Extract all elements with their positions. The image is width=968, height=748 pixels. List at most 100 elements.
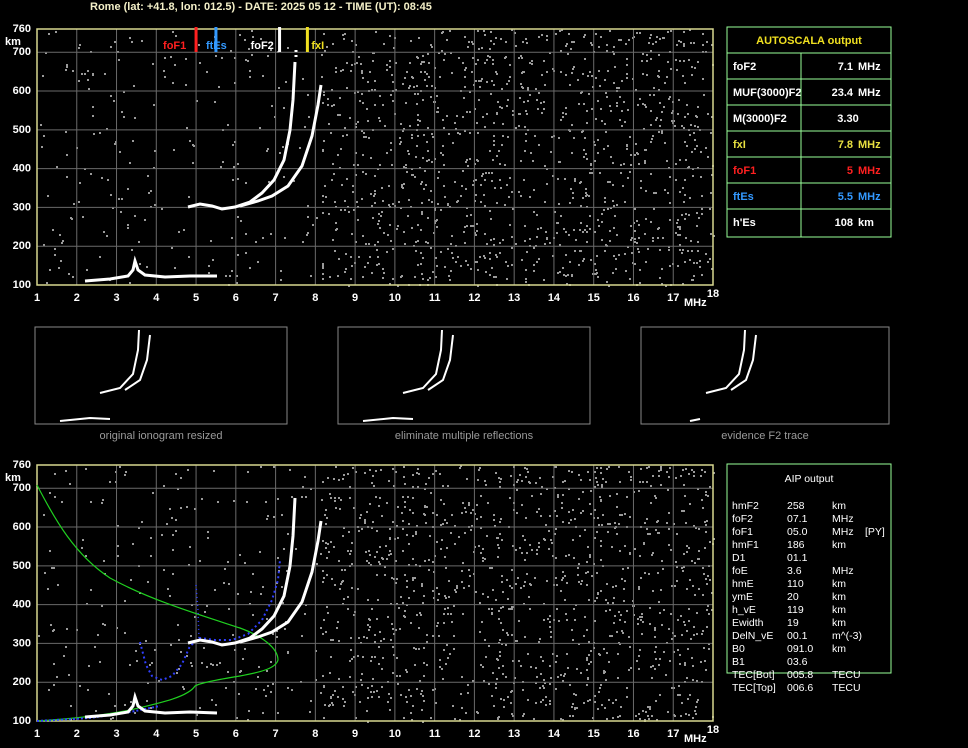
aip-unit: km [832,500,846,512]
table-frame [726,26,892,238]
thumbnail-caption: original ionogram resized [100,430,223,442]
x-tick-label: 15 [588,292,600,304]
top-traces [84,50,323,283]
x-tick-label: 9 [352,292,358,304]
thumb-trace [689,329,757,422]
row-label: ftEs [733,191,754,203]
x-tick-label: 4 [153,728,160,740]
row-unit: MHz [858,87,881,99]
thumbnail-caption: eliminate multiple reflections [395,430,534,442]
table-title: AUTOSCALA output [756,35,862,47]
marker-label: ftEs [206,40,227,52]
y-tick-label: 200 [13,240,31,252]
row-value: 108 [835,217,853,229]
aip-value: 258 [787,500,805,512]
thumbnails: original ionogram resized eliminate mult… [34,326,890,442]
row-unit: MHz [858,139,881,151]
plot-frame [36,464,714,722]
aip-value: 005.8 [787,669,813,681]
aip-label: TEC[Top] [732,682,776,694]
x-tick-label: 13 [508,728,520,740]
y-tick-label: 100 [13,715,31,727]
aip-unit: TECU [832,682,861,694]
autoscala-table: AUTOSCALA output foF2 7.1 MHz MUF(3000)F2 23… [726,26,892,238]
aip-value: 119 [787,604,804,616]
x-tick-label: 11 [429,292,441,304]
y-tick-label: 400 [13,599,31,611]
row-label: foF2 [733,61,756,73]
table-title: AIP output [785,473,834,485]
aip-value: 3.6 [787,565,802,577]
x-tick-label: 18 [707,288,719,300]
y-tick-label: 400 [13,163,31,175]
x-tick-label: 10 [389,292,401,304]
x-tick-label: 16 [627,292,639,304]
x-tick-label: 14 [548,292,561,304]
x-tick-label: 14 [548,728,561,740]
row-unit: MHz [858,191,881,203]
x-tick-label: 1 [34,292,40,304]
plot-frame [36,28,714,286]
x-tick-label: 9 [352,728,358,740]
x-tick-label: 3 [113,728,119,740]
x-tick-label: 15 [588,728,600,740]
aip-unit: MHz [832,513,854,525]
x-tick-label: 6 [233,728,239,740]
x-tick-label: 1 [34,728,40,740]
row-unit: MHz [858,165,881,177]
thumbnail-frame [640,326,890,425]
aip-unit: TECU [832,669,861,681]
aip-unit: km [832,591,846,603]
aip-value: 091.0 [787,643,813,655]
aip-label: ymE [732,591,753,603]
x-tick-label: 18 [707,724,719,736]
x-tick-label: 12 [468,728,480,740]
e-trace [84,691,218,719]
row-label: MUF(3000)F2 [733,87,801,99]
aip-unit: km [832,578,846,590]
aip-label: hmF1 [732,539,759,551]
aip-label: B1 [732,656,745,668]
x-tick-label: 13 [508,292,520,304]
x-tick-label: 16 [627,728,639,740]
y-tick-label: 600 [13,521,31,533]
thumb-trace [362,329,454,422]
x-tick-label: 3 [113,292,119,304]
aip-label: foF2 [732,513,753,525]
aip-value: 07.1 [787,513,808,525]
aip-label: hmF2 [732,500,759,512]
aip-unit: MHz [832,565,854,577]
y-tick-label: 200 [13,676,31,688]
row-label: fxI [733,139,746,151]
aip-value: 19 [787,617,799,629]
row-unit: km [858,217,874,229]
aip-unit: [PY] [865,526,885,538]
f-trace-x [239,520,323,644]
x-tick-label: 4 [153,292,160,304]
f-trace-x [239,84,323,208]
x-tick-label: 6 [233,292,239,304]
aip-label: hmE [732,578,754,590]
aip-label: foE [732,565,748,577]
y-tick-label: 600 [13,85,31,97]
aip-label: B0 [732,643,745,655]
thumb-trace [59,329,151,422]
x-tick-label: 10 [389,728,401,740]
x-tick-label: 7 [273,292,279,304]
bottom-traces [36,484,323,722]
x-tick-label: 8 [312,292,318,304]
aip-unit: MHz [832,526,854,538]
y-tick-label: 500 [13,124,31,136]
aip-unit: m^(-3) [832,630,862,642]
aip-value: 05.0 [787,526,808,538]
aip-label: Ewidth [732,617,764,629]
x-axis-unit: MHz [684,297,707,309]
row-label: M(3000)F2 [733,113,787,125]
aip-unit: km [832,643,846,655]
x-tick-label: 8 [312,728,318,740]
marker-label: foF2 [251,40,274,52]
marker-label: fxI [311,40,324,52]
x-axis-unit: MHz [684,733,707,745]
x-tick-label: 17 [667,292,679,304]
